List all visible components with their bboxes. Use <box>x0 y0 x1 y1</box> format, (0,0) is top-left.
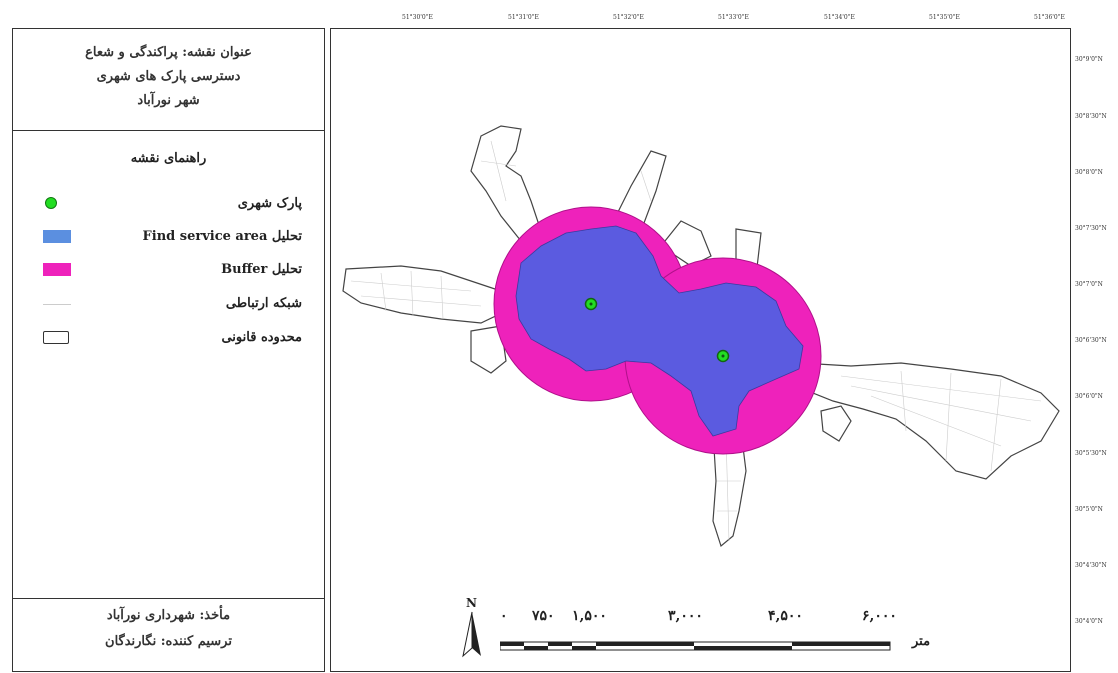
latitude-label: 30°8'30"N <box>1075 113 1107 120</box>
longitude-label: 51°32'0"E <box>613 14 644 21</box>
north-arrow: N <box>461 596 483 660</box>
longitude-label: 51°33'0"E <box>718 14 749 21</box>
legend-item-buffer: تحلیل Buffer <box>13 259 324 283</box>
latitude-label: 30°7'0"N <box>1075 281 1103 288</box>
longitude-label: 51°36'0"E <box>1034 14 1065 21</box>
map-title-line: دسترسی پارک های شهری <box>96 69 241 84</box>
legend-item-boundary: محدوده قانونی <box>13 327 324 351</box>
legend-item-service-area: تحلیل Find service area <box>13 226 324 250</box>
legend-item-park: پارک شهری <box>13 193 324 217</box>
scale-tick-label: ۶,۰۰۰ <box>862 608 897 624</box>
latitude-label: 30°7'30"N <box>1075 225 1107 232</box>
map-info-panel: عنوان نقشه: پراکندگی و شعاع دسترسی پارک … <box>12 28 325 672</box>
longitude-label: 51°30'0"E <box>402 14 433 21</box>
legend-label: پارک شهری <box>237 196 302 211</box>
north-arrow-icon <box>462 611 481 658</box>
source-line: مأخذ: شهرداری نورآباد <box>106 608 231 623</box>
road-network-line-icon <box>43 304 71 305</box>
source-credits: مأخذ: شهرداری نورآباد ترسیم کننده: نگارن… <box>13 599 324 673</box>
scale-bar-graphic <box>500 641 891 651</box>
longitude-label: 51°31'0"E <box>508 14 539 21</box>
road-network <box>350 140 1042 542</box>
scale-tick-label: ۳,۰۰۰ <box>668 608 703 624</box>
legend-label: محدوده قانونی <box>221 330 302 345</box>
map-frame <box>330 28 1071 672</box>
author-line: ترسیم کننده: نگارندگان <box>105 634 232 649</box>
map-title-box: عنوان نقشه: پراکندگی و شعاع دسترسی پارک … <box>13 29 324 131</box>
latitude-label: 30°8'0"N <box>1075 169 1103 176</box>
legend-label: تحلیل Find service area <box>142 229 302 244</box>
legend-label: تحلیل Buffer <box>221 262 302 277</box>
latitude-label: 30°5'0"N <box>1075 506 1103 513</box>
buffer-swatch-icon <box>43 263 71 276</box>
legend: راهنمای نقشه پارک شهری تحلیل Find servic… <box>13 131 324 599</box>
longitude-label: 51°34'0"E <box>824 14 855 21</box>
service-area-polygon <box>515 225 804 437</box>
latitude-label: 30°9'0"N <box>1075 56 1103 63</box>
latitude-label: 30°6'30"N <box>1075 337 1107 344</box>
latitude-label: 30°4'30"N <box>1075 562 1107 569</box>
longitude-label: 51°35'0"E <box>929 14 960 21</box>
latitude-label: 30°4'0"N <box>1075 618 1103 625</box>
north-label: N <box>466 596 477 610</box>
scale-unit-label: متر <box>912 634 931 649</box>
scale-tick-label: ۴,۵۰۰ <box>768 608 803 624</box>
map-canvas <box>342 125 1060 548</box>
park-points <box>584 297 730 363</box>
legend-label: شبکه ارتباطی <box>225 296 302 311</box>
park-point-icon <box>45 197 57 209</box>
scale-tick-label: ۰ <box>500 608 508 624</box>
boundary-outline-icon <box>43 331 69 344</box>
legend-heading: راهنمای نقشه <box>130 151 207 166</box>
map-title-line: شهر نورآباد <box>137 93 200 108</box>
latitude-label: 30°6'0"N <box>1075 393 1103 400</box>
map-title-line: عنوان نقشه: پراکندگی و شعاع <box>85 45 252 60</box>
scale-bar: ۰ ۷۵۰ ۱,۵۰۰ ۳,۰۰۰ ۴,۵۰۰ ۶,۰۰۰ متر <box>460 596 930 666</box>
legend-item-network: شبکه ارتباطی <box>13 293 324 317</box>
latitude-label: 30°5'30"N <box>1075 450 1107 457</box>
scale-tick-label: ۱,۵۰۰ <box>572 608 607 624</box>
service-area-swatch-icon <box>43 230 71 243</box>
scale-tick-label: ۷۵۰ <box>532 608 555 624</box>
